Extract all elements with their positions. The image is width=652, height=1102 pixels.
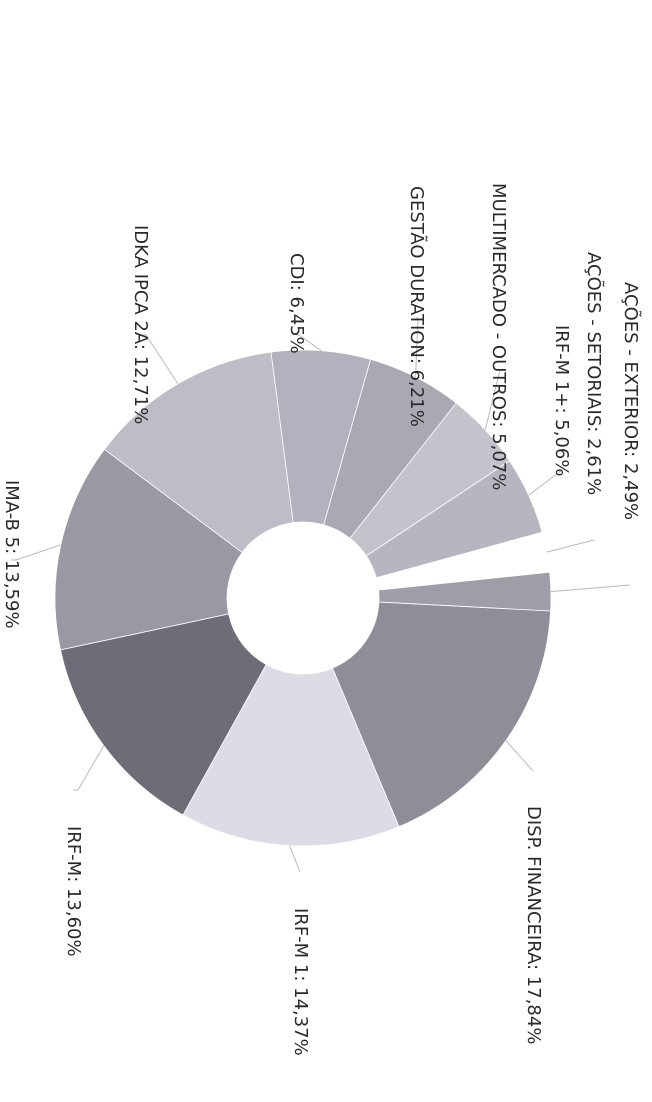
- slice-label: AÇÕES - SETORIAIS: 2,61%: [583, 252, 605, 495]
- slice-label: DISP. FINANCEIRA: 17,84%: [523, 806, 544, 1044]
- leader-line: [484, 369, 501, 430]
- slice-irf-m-1: [182, 663, 400, 847]
- slice-labels: DISP. FINANCEIRA: 17,84% IRF-M 1: 14,37% I…: [1, 183, 642, 1056]
- leader-lines: [11, 317, 631, 873]
- slice-ima-b-5: [54, 448, 243, 651]
- slice-irf-m: [60, 613, 267, 816]
- leader-line: [550, 584, 631, 593]
- leader-line: [11, 544, 61, 561]
- slice-a-es-exterior: [378, 571, 552, 612]
- slices-layer: [54, 349, 552, 847]
- leader-line: [528, 469, 564, 496]
- leader-line: [505, 740, 534, 772]
- slice-label: IDKA IPCA 2A: 12,71%: [130, 225, 151, 424]
- slice-label: AÇÕES - EXTERIOR: 2,49%: [620, 282, 642, 520]
- leader-line: [415, 317, 419, 378]
- leader-line: [289, 845, 301, 873]
- slice-label: IRF-M: 13,60%: [63, 826, 84, 957]
- slice-label: IRF-M 1: 14,37%: [290, 908, 311, 1056]
- slice-disp-financeira: [331, 601, 552, 828]
- slice-label: MULTIMERCADO - OUTROS: 5,07%: [488, 183, 509, 490]
- slice-label: CDI: 6,45%: [286, 253, 307, 354]
- slice-label: GESTÃO DURATION: 6,21%: [406, 186, 428, 427]
- leader-line: [296, 334, 322, 352]
- leader-line: [546, 539, 595, 553]
- leader-line: [140, 334, 179, 385]
- leader-line: [73, 745, 105, 791]
- slice-label: IRF-M 1+: 5,06%: [551, 325, 572, 476]
- slice-idka-ipca-2a: [103, 351, 294, 553]
- slice-label: IMA-B 5: 13,59%: [1, 480, 22, 629]
